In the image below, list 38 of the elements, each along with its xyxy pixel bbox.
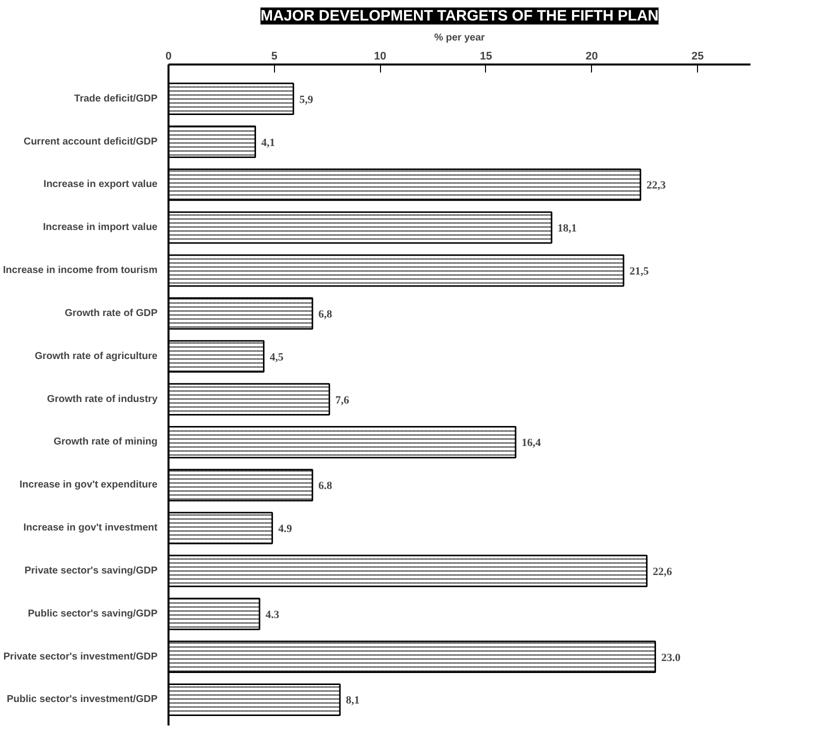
x-tick-label: 25 — [691, 50, 704, 62]
data-label: 6,8 — [318, 308, 333, 320]
data-label: 4,5 — [270, 351, 284, 364]
y-tick-label: Growth rate of industry — [46, 394, 158, 405]
data-label: 22,6 — [652, 566, 673, 578]
data-label: 4.9 — [278, 523, 292, 536]
y-tick-label: Growth rate of GDP — [64, 308, 158, 319]
data-label: 23.0 — [661, 652, 682, 664]
y-tick-label: Increase in gov't expenditure — [20, 480, 158, 491]
data-label: 22,3 — [646, 180, 666, 192]
y-tick-label: Public sector's investment/GDP — [6, 694, 158, 706]
data-label: 4,1 — [261, 136, 276, 149]
x-tick-label: 10 — [374, 50, 386, 62]
y-tick-label: Growth rate of mining — [54, 436, 158, 448]
data-label: 7,6 — [335, 394, 350, 406]
y-tick-label: Increase in income from tourism — [3, 265, 158, 276]
y-tick-label: Increase in import value — [43, 222, 158, 234]
y-tick-label: Trade deficit/GDP — [74, 93, 158, 104]
y-tick-label: Public sector's saving/GDP — [28, 608, 158, 620]
y-tick-label: Increase in export value — [44, 179, 158, 190]
x-tick-label: 0 — [165, 50, 172, 62]
x-axis-title: % per year — [434, 32, 485, 44]
data-label: 21,5 — [630, 266, 650, 278]
data-label: 4.3 — [266, 608, 280, 621]
y-tick-label: Private sector's saving/GDP — [24, 565, 158, 576]
data-label: 8,1 — [346, 694, 360, 707]
y-tick-label: Private sector's investment/GDP — [3, 651, 158, 662]
x-tick-label: 5 — [271, 50, 278, 62]
x-tick-label: 15 — [480, 50, 492, 62]
data-label: 18,1 — [558, 222, 577, 235]
data-label: 6.8 — [318, 480, 333, 492]
y-tick-label: Current account deficit/GDP — [24, 136, 158, 148]
y-tick-label: Increase in gov't investment — [23, 522, 158, 534]
data-label: 16,4 — [522, 437, 542, 450]
data-label: 5,9 — [299, 94, 314, 106]
x-tick-label: 20 — [586, 50, 598, 62]
y-tick-label: Growth rate of agriculture — [34, 350, 158, 362]
chart-title: MAJOR DEVELOPMENT TARGETS OF THE FIFTH PLAN — [260, 8, 659, 24]
